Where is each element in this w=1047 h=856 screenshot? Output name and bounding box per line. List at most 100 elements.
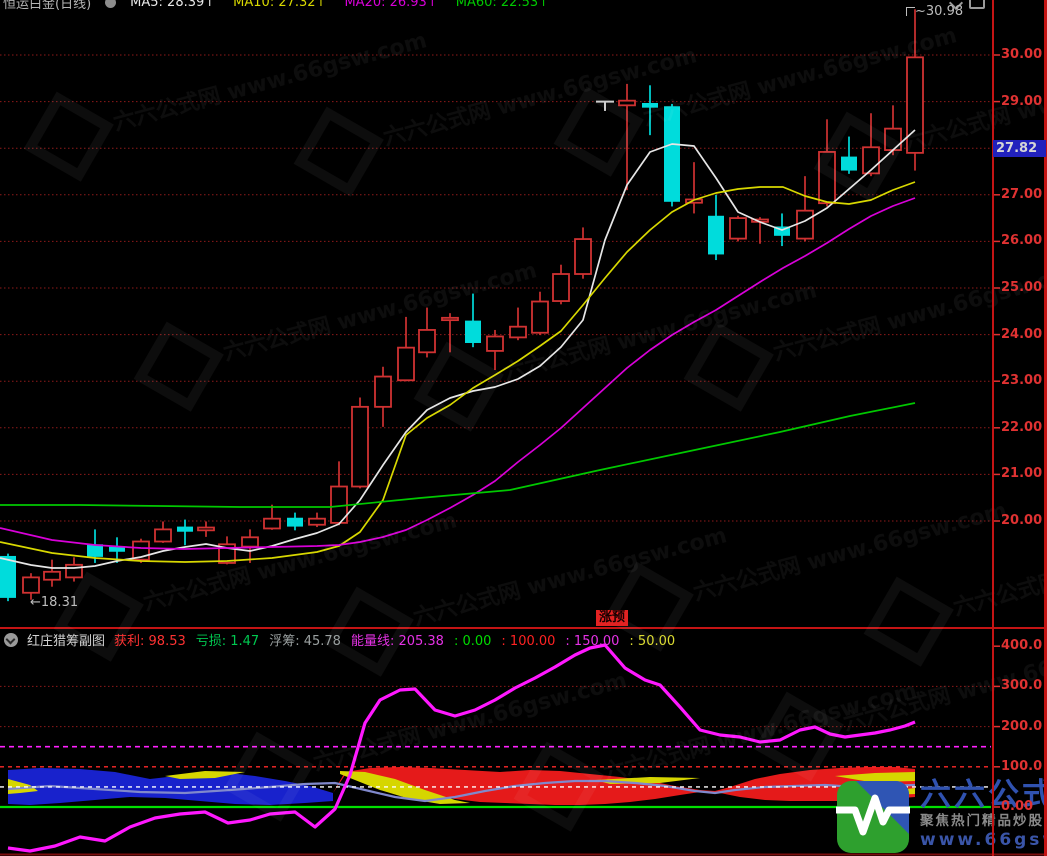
- candle[interactable]: [22, 573, 40, 600]
- candle[interactable]: [65, 557, 83, 582]
- maximize-pane-icon[interactable]: [969, 0, 985, 9]
- candle[interactable]: [596, 100, 614, 111]
- candle[interactable]: [509, 307, 527, 341]
- site-url: www.66gsw.com: [920, 829, 1047, 850]
- candle[interactable]: [287, 512, 303, 531]
- indicator-stat: : 50.00: [629, 634, 676, 649]
- pane-controls: [948, 0, 985, 11]
- candle[interactable]: [796, 176, 814, 242]
- collapse-indicator-icon[interactable]: [4, 632, 18, 647]
- floating-chips-band: [835, 772, 915, 782]
- candle[interactable]: [486, 329, 504, 371]
- ma10-line: [0, 181, 916, 563]
- price-axis-label: 22.00: [1001, 419, 1043, 435]
- candle[interactable]: [0, 553, 16, 602]
- candle[interactable]: [618, 83, 636, 191]
- price-axis-label: 200.0: [1001, 718, 1043, 734]
- price-axis-label: 25.00: [1001, 280, 1043, 295]
- candle[interactable]: [729, 215, 747, 242]
- price-axis-label: 300.0: [1001, 678, 1043, 694]
- candle[interactable]: [154, 521, 172, 543]
- candle[interactable]: [197, 521, 215, 537]
- price-axis-label: 26.00: [1001, 233, 1043, 249]
- candle[interactable]: [552, 264, 570, 305]
- candle[interactable]: [884, 105, 902, 156]
- indicator-stat: : 150.00: [565, 634, 620, 649]
- energy-line: [7, 643, 916, 853]
- candle[interactable]: [263, 504, 281, 530]
- candlestick-series: [0, 9, 924, 602]
- candle[interactable]: [862, 113, 880, 177]
- high-pointer-icon: [906, 7, 915, 16]
- candle[interactable]: [441, 313, 459, 353]
- candle[interactable]: [43, 559, 61, 587]
- ma60-line: [0, 402, 916, 508]
- price-axis-label: 20.00: [1001, 513, 1043, 528]
- candle[interactable]: [374, 366, 392, 427]
- last-price-tag: 27.82: [993, 140, 1046, 157]
- candle[interactable]: [642, 85, 658, 136]
- indicator-stat: : 100.00: [501, 634, 556, 649]
- high-price-annotation: ~30.98: [915, 4, 964, 19]
- candle[interactable]: [708, 194, 724, 261]
- indicator-title: 红庄猎筹副图: [27, 634, 106, 649]
- price-axis-label: 23.00: [1001, 373, 1043, 389]
- status-dot-icon: [105, 0, 117, 8]
- site-watermark: 六六公式网 聚焦热门精品炒股指标公式 www.66gsw.com: [836, 780, 1047, 854]
- candle[interactable]: [841, 136, 857, 174]
- candle[interactable]: [351, 397, 369, 489]
- floating-chips-band: [165, 771, 245, 779]
- ma-legend: MA5: 28.39↑ MA10: 27.32↑ MA20: 26.93↑ MA60:…: [130, 0, 549, 10]
- price-axis-label: 24.00: [1001, 326, 1043, 342]
- floating-chips-line: [7, 779, 916, 803]
- site-name: 六六公式网: [920, 777, 1047, 813]
- signal-tag: 涨预: [596, 610, 629, 626]
- axis-vertical-line: [992, 0, 994, 856]
- candle[interactable]: [308, 512, 326, 528]
- indicator-header: 红庄猎筹副图 获利: 98.53 亏损: 1.47 浮筹: 45.78 能量线: 20…: [4, 630, 685, 649]
- site-logo-icon: [836, 781, 910, 853]
- floating-chips-band: [340, 771, 470, 804]
- price-axis-label: 27.00: [1001, 186, 1043, 202]
- candle[interactable]: [818, 119, 836, 207]
- candle[interactable]: [574, 227, 592, 279]
- candle[interactable]: [397, 316, 415, 382]
- ma20-line: [0, 197, 916, 550]
- candle[interactable]: [531, 291, 549, 336]
- site-tagline: 聚焦热门精品炒股指标公式: [920, 813, 1047, 829]
- indicator-stat: : 0.00: [453, 634, 492, 649]
- indicator-stat: 浮筹: 45.78: [269, 634, 341, 649]
- price-axis-label: 21.00: [1001, 466, 1043, 482]
- ma-label: MA5: 28.39↑: [130, 0, 216, 10]
- candle[interactable]: [418, 307, 436, 358]
- candle[interactable]: [241, 529, 259, 563]
- candle[interactable]: [906, 9, 924, 171]
- price-axis-label: 400.0: [1001, 638, 1043, 654]
- chip-bands: [7, 767, 916, 805]
- price-axis-label: 29.00: [1001, 93, 1043, 109]
- candle[interactable]: [330, 461, 348, 526]
- price-axis-label: 100.0: [1001, 758, 1043, 774]
- chart-header: 恒运白金(日线) MA5: 28.39↑ MA10: 27.32↑ MA20: 26…: [3, 0, 549, 12]
- ma-label: MA10: 27.32↑: [233, 0, 327, 10]
- instrument-title: 恒运白金(日线): [3, 0, 92, 12]
- indicator-values: 获利: 98.53 亏损: 1.47 浮筹: 45.78 能量线: 205.38 : 0…: [114, 630, 685, 649]
- indicator-stat: 获利: 98.53: [114, 634, 186, 649]
- floating-chips-band: [8, 779, 38, 794]
- indicator-stat: 能量线: 205.38: [350, 634, 444, 649]
- ma-label: MA20: 26.93↑: [344, 0, 438, 10]
- indicator-stat: 亏损: 1.47: [195, 634, 260, 649]
- ma5-line: [0, 129, 916, 569]
- profit-chips-band: [333, 767, 915, 805]
- candle[interactable]: [664, 103, 680, 207]
- ma-label: MA60: 22.53↑: [455, 0, 550, 10]
- price-axis-label: 30.00: [1001, 47, 1043, 62]
- candle[interactable]: [465, 293, 481, 348]
- candle[interactable]: [685, 162, 703, 214]
- right-border-line: [1044, 0, 1047, 856]
- price-axis-label: 0.00: [1001, 799, 1034, 814]
- candle[interactable]: [177, 519, 193, 546]
- candle[interactable]: [132, 538, 150, 563]
